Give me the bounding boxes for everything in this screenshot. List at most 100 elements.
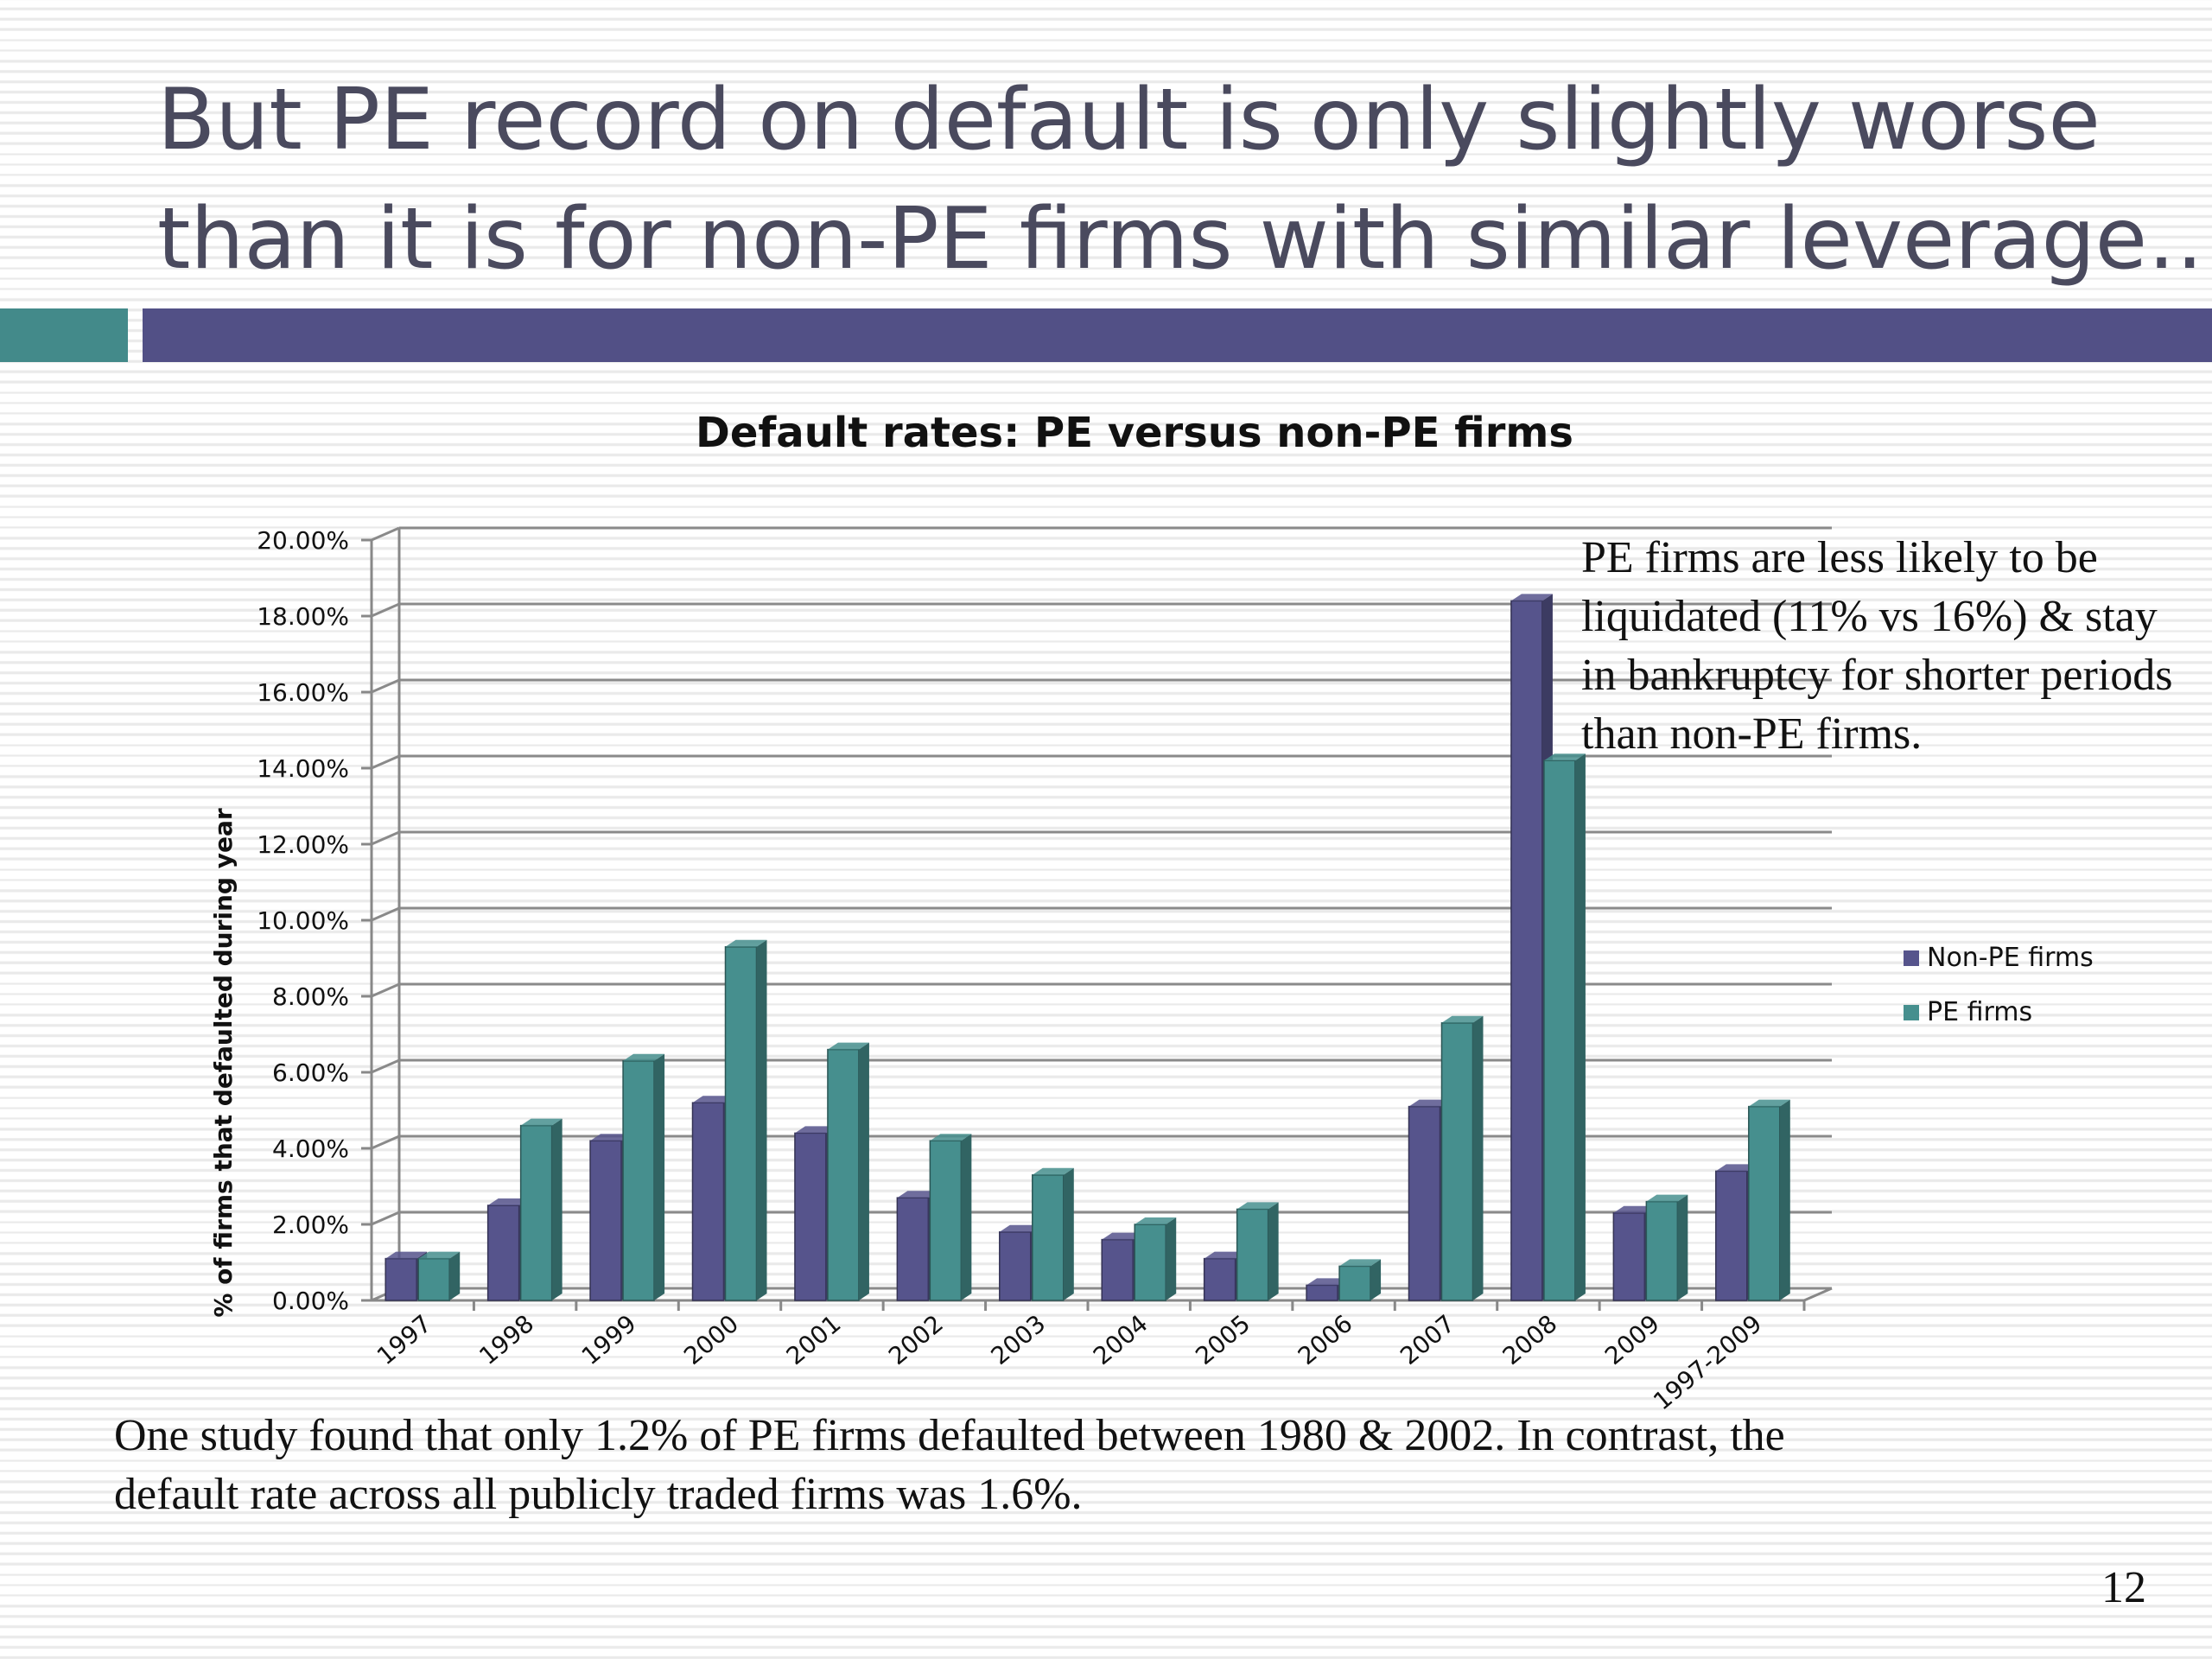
x-tick-label: 1998	[474, 1309, 539, 1370]
x-tick-label: 2000	[678, 1309, 744, 1370]
gridline-depth	[371, 982, 400, 998]
legend-label: Non-PE firms	[1927, 943, 2094, 973]
x-tick-label: 2008	[1497, 1309, 1563, 1370]
footnote-line-2: default rate across all publicly traded …	[114, 1470, 1083, 1519]
bar-top	[1102, 1232, 1144, 1240]
bar-front	[929, 1140, 963, 1301]
bar-front	[1306, 1284, 1338, 1301]
bar-front	[1715, 1170, 1748, 1301]
bar-top	[1408, 1099, 1451, 1107]
y-tick-label: 16.00%	[257, 678, 349, 707]
bar-top	[385, 1251, 428, 1259]
bar-pe-2005	[1236, 1202, 1279, 1301]
legend: Non-PE firms PE firms	[1904, 943, 2094, 1027]
y-tick-label: 2.00%	[272, 1211, 349, 1239]
bar-top	[725, 939, 767, 947]
bar-front	[589, 1140, 622, 1301]
bar-top	[1748, 1099, 1790, 1107]
bar-front	[486, 1205, 520, 1301]
y-tick-label: 12.00%	[257, 830, 349, 859]
bar-side	[1063, 1167, 1074, 1300]
y-tick-labels: 0.00% 2.00% 4.00% 6.00% 8.00% 10.00% 12.00% 14.…	[257, 526, 349, 1315]
bar-side	[858, 1042, 869, 1300]
slide-title-line-1: But PE record on default is only slightl…	[157, 71, 2101, 169]
bar-top	[1236, 1202, 1279, 1210]
legend-swatch	[1904, 1005, 1919, 1020]
bar-front	[1236, 1208, 1269, 1301]
bar-top	[897, 1191, 939, 1198]
bar-top	[827, 1042, 869, 1050]
gridline-depth	[371, 906, 400, 922]
bar-pe-2003	[1032, 1167, 1074, 1301]
x-tick-label: 1997-2009	[1648, 1309, 1767, 1415]
bar-pe-2000	[724, 939, 767, 1301]
bar-top	[1204, 1251, 1246, 1259]
bar-top	[794, 1126, 836, 1134]
bar-top	[623, 1053, 665, 1061]
bar-front	[1408, 1105, 1441, 1301]
bar-front	[1510, 600, 1543, 1301]
bar-top	[930, 1134, 972, 1141]
gridline-depth	[371, 1058, 400, 1074]
gridline-depth	[371, 754, 400, 770]
bar-side	[654, 1053, 665, 1300]
y-tick-label: 4.00%	[272, 1135, 349, 1163]
x-tick-label: 2003	[985, 1309, 1051, 1370]
bar-pe-1998	[519, 1118, 563, 1301]
bar-top	[692, 1096, 734, 1103]
bar-side	[1370, 1259, 1382, 1300]
bar-side	[961, 1134, 972, 1300]
default-rate-chart: Default rates: PE versus non-PE firms 0.…	[209, 409, 2094, 1415]
bar-front	[691, 1102, 725, 1301]
bar-top	[520, 1118, 563, 1126]
x-tick-label: 1999	[576, 1309, 642, 1370]
bar-pe-2009	[1645, 1194, 1688, 1301]
bar-top	[999, 1224, 1041, 1232]
x-tick-label: 1997	[372, 1309, 437, 1370]
slide-title: But PE record on default is only slightl…	[157, 60, 2212, 299]
x-tick-label: 2006	[1293, 1309, 1358, 1370]
gridline-depth	[371, 1211, 400, 1226]
gridline-depth	[371, 830, 400, 846]
bar-top	[1339, 1259, 1382, 1267]
bar-top	[590, 1134, 632, 1141]
bar-side	[1677, 1194, 1688, 1300]
bar-top	[418, 1251, 461, 1259]
accent-bar-navy	[143, 308, 2212, 362]
bar-top	[1543, 753, 1586, 761]
bar-pe-2008	[1543, 753, 1586, 1301]
gridline-depth	[371, 1135, 400, 1150]
bar-front	[417, 1257, 450, 1301]
x-tick-labels: 1997 1998 1999 2000 2001 2002 2003 2004 2005 2006…	[372, 1309, 1767, 1415]
y-tick-label: 14.00%	[257, 754, 349, 783]
bar-side	[1166, 1217, 1177, 1300]
bar-front	[999, 1231, 1032, 1301]
bar-side	[1779, 1099, 1790, 1300]
accent-bar-teal	[0, 308, 128, 362]
bar-front	[896, 1197, 930, 1301]
bar-top	[1032, 1167, 1074, 1175]
bar-pe-2006	[1338, 1259, 1382, 1301]
bar-side	[1472, 1015, 1484, 1300]
bar-front	[1543, 760, 1576, 1301]
bar-side	[1268, 1202, 1279, 1300]
bar-top	[1510, 594, 1553, 601]
x-tick-label: 2001	[781, 1309, 847, 1370]
bar-top	[1613, 1205, 1656, 1213]
bar-front	[1338, 1265, 1371, 1301]
footnote: One study found that only 1.2% of PE fir…	[114, 1407, 2101, 1524]
bar-top	[1306, 1278, 1349, 1286]
gridline-depth	[371, 678, 400, 694]
bar-front	[1748, 1105, 1781, 1301]
bar-front	[1612, 1212, 1646, 1301]
annotation-text: PE firms are less likely to be liquidate…	[1581, 533, 2173, 759]
bar-front	[1032, 1174, 1065, 1301]
bar-front	[724, 946, 758, 1301]
bar-front	[1645, 1200, 1679, 1301]
y-tick-label: 10.00%	[257, 906, 349, 935]
bar-top	[1441, 1015, 1484, 1023]
bar-front	[1101, 1238, 1134, 1301]
chart-title: Default rates: PE versus non-PE firms	[696, 409, 1573, 457]
bar-front	[794, 1132, 827, 1301]
x-tick-label: 2007	[1395, 1309, 1460, 1370]
